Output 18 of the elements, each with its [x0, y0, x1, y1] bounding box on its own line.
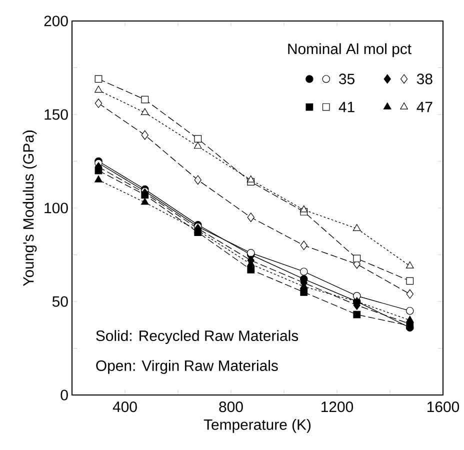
- legend-title: Nominal Al mol pct: [288, 43, 412, 58]
- legend-label: 41: [338, 102, 354, 112]
- y-tick-label: 0: [60, 390, 68, 400]
- x-axis-title: Temperature (K): [204, 418, 311, 433]
- x-tick-label: 400: [112, 402, 137, 412]
- y-tick-label: 50: [52, 296, 68, 307]
- legend-label: 38: [416, 74, 432, 84]
- legend-label: 35: [339, 74, 354, 84]
- y-tick-label: 150: [44, 109, 68, 120]
- y-tick-label: 200: [44, 16, 68, 26]
- annotation: Open: Virgin Raw Materials: [96, 360, 278, 374]
- legend-label: 47: [416, 102, 432, 112]
- x-tick-label: 800: [219, 402, 243, 412]
- y-tick-label: 100: [44, 202, 68, 214]
- x-tick-label: 1200: [322, 402, 354, 412]
- x-tick-label: 1600: [428, 402, 460, 412]
- annotation: Solid: Recycled Raw Materials: [96, 330, 298, 344]
- y-axis-title: Young's Modulus (GPa): [22, 130, 37, 286]
